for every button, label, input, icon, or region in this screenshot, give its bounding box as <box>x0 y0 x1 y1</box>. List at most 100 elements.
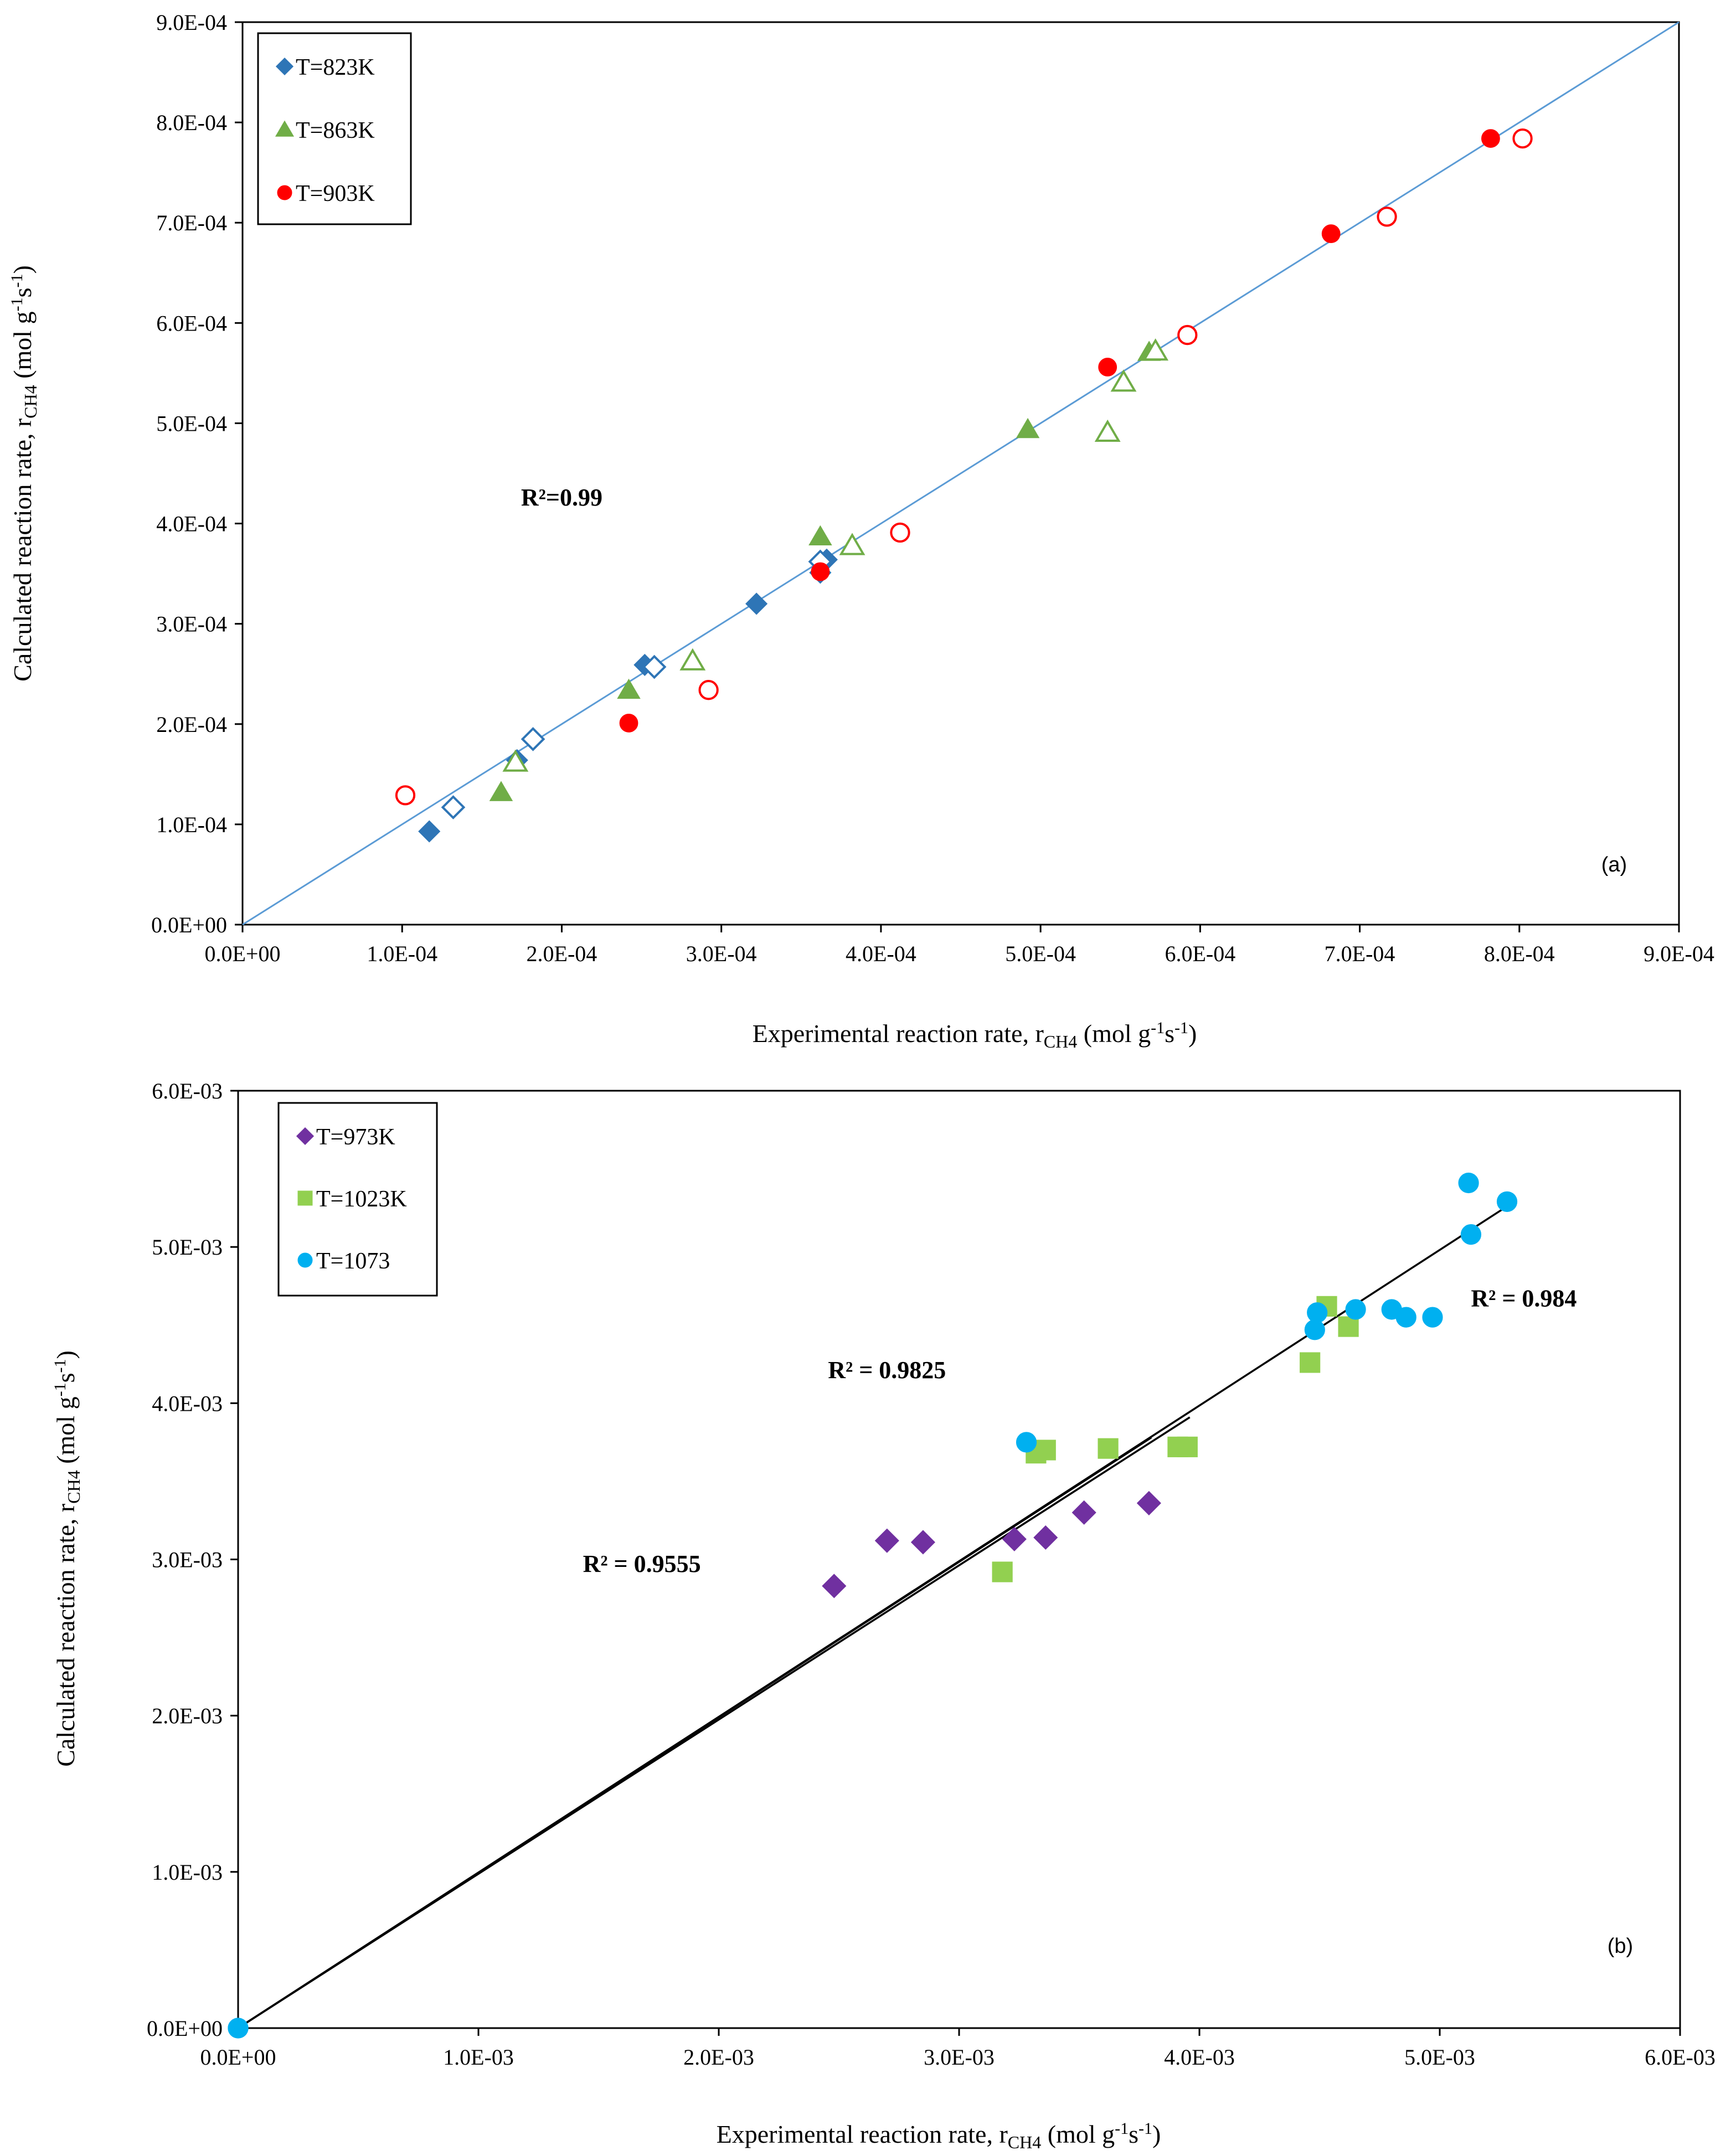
data-point <box>698 680 719 700</box>
axis-label-unit: s <box>8 288 37 298</box>
data-point <box>418 820 441 843</box>
data-point <box>1481 129 1500 148</box>
axis-label-main: Experimental reaction rate, r <box>717 2120 1008 2148</box>
data-point <box>1395 1307 1416 1328</box>
chart-panel-b: 0.0E+00 1.0E-03 2.0E-03 3.0E-03 4.0E-03 5.0E-… <box>51 1079 1716 2152</box>
data-point <box>1094 419 1121 442</box>
y-tick-label: 6.0E-04 <box>156 311 227 336</box>
x-tick-label: 2.0E-04 <box>527 941 597 966</box>
x-tick-label: 1.0E-03 <box>443 2045 514 2070</box>
legend-marker <box>275 120 295 137</box>
axis-label-unit: (mol g <box>1077 1019 1151 1048</box>
trend-line <box>238 1202 1513 2029</box>
data-point <box>1345 1299 1366 1320</box>
data-point <box>619 714 638 733</box>
axis-label-unit: s <box>1129 2120 1139 2148</box>
legend-marker <box>297 1252 313 1268</box>
r-squared-annotation: R²=0.99 <box>521 484 602 511</box>
axis-label-superscript: -1 <box>1115 2119 1129 2138</box>
axis-label-unit: (mol g <box>51 1396 80 1470</box>
axis-label-superscript: -1 <box>1139 2119 1152 2138</box>
data-point <box>992 1561 1013 1582</box>
data-point <box>910 1530 935 1555</box>
data-point <box>1098 358 1117 376</box>
x-tick-label: 6.0E-03 <box>1645 2045 1716 2070</box>
data-point <box>822 1574 847 1598</box>
data-point <box>228 2018 249 2039</box>
x-axis-title: Experimental reaction rate, rCH4 (mol g -… <box>753 1019 1197 1051</box>
axis-label-unit: (mol g <box>8 311 37 385</box>
x-axis-title: Experimental reaction rate, rCH4 (mol g-… <box>717 2119 1161 2152</box>
axis-label-superscript: -1 <box>8 297 26 311</box>
x-tick-label: 1.0E-04 <box>367 941 437 966</box>
r-squared-annotation: R² = 0.984 <box>1471 1285 1577 1312</box>
y-tick-label: 5.0E-03 <box>152 1235 223 1260</box>
y-axis-title: Calculated reaction rate, rCH4 (mol g-1s… <box>8 265 40 682</box>
legend-label: T=973K <box>316 1125 395 1150</box>
data-point <box>1307 1302 1328 1323</box>
data-point <box>617 678 641 699</box>
y-tick-label: 4.0E-03 <box>152 1391 223 1416</box>
y-tick-label: 3.0E-03 <box>152 1548 223 1572</box>
axis-label-unit: s <box>51 1373 80 1383</box>
axis-label-main: Calculated reaction rate, r <box>8 419 37 682</box>
axis-label-superscript: -1 <box>51 1359 69 1373</box>
data-point <box>1142 338 1169 361</box>
y-tick-label: 1.0E-04 <box>156 812 227 837</box>
x-tick-label: 7.0E-04 <box>1325 941 1395 966</box>
axis-label-superscript: -1 <box>51 1383 69 1396</box>
data-point <box>1177 324 1198 345</box>
legend: T=973K T=1023K T=1073 <box>277 1102 438 1297</box>
axis-label-main: Calculated reaction rate, r <box>51 1504 80 1767</box>
r-squared-annotation: R² = 0.9555 <box>583 1550 701 1577</box>
legend-label: T=823K <box>296 55 375 80</box>
series-4 <box>619 129 1500 733</box>
x-tick-label: 3.0E-04 <box>686 941 757 966</box>
data-point <box>839 533 866 555</box>
axis-label-main: Experimental reaction rate, r <box>753 1019 1044 1048</box>
data-point <box>1300 1352 1321 1373</box>
x-tick-label: 4.0E-04 <box>846 941 916 966</box>
data-point <box>1177 1436 1198 1457</box>
panel-label: (b) <box>1608 1935 1633 1958</box>
y-tick-label: 4.0E-04 <box>156 512 227 537</box>
data-point <box>1377 207 1397 227</box>
series-3 <box>228 2018 249 2039</box>
y-tick-label: 6.0E-03 <box>152 1079 223 1103</box>
legend-label: T=863K <box>296 118 375 143</box>
axis-label-subscript: CH4 <box>1008 2132 1041 2152</box>
y-tick-label: 0.0E+00 <box>147 2016 223 2041</box>
axis-label-subscript: CH4 <box>20 385 40 418</box>
data-point <box>1321 224 1341 244</box>
data-point <box>1098 1438 1119 1459</box>
x-tick-label: 3.0E-03 <box>924 2045 995 2070</box>
r-squared-annotation: R² = 0.9825 <box>828 1356 946 1384</box>
y-tick-label: 0.0E+00 <box>151 912 227 937</box>
legend-marker <box>275 57 294 76</box>
panel-label: (a) <box>1601 853 1627 876</box>
axis-label-unit: ) <box>1188 1019 1197 1048</box>
data-point <box>1072 1500 1096 1525</box>
legend-label: T=1023K <box>316 1187 407 1212</box>
x-tick-label: 9.0E-04 <box>1644 941 1714 966</box>
series-5 <box>395 128 1533 806</box>
legend: T=823K T=863K T=903K <box>257 32 412 225</box>
legend-label: T=1073 <box>316 1249 390 1274</box>
data-point <box>395 785 416 806</box>
data-point <box>441 795 466 819</box>
plot-area <box>241 21 1680 926</box>
axis-label-superscript: -1 <box>1174 1019 1188 1037</box>
axis-label-subscript: CH4 <box>1044 1031 1077 1051</box>
data-point <box>502 749 529 772</box>
axis-label-unit: s <box>1165 1019 1174 1048</box>
axis-label-unit: ) <box>1152 2120 1161 2148</box>
axis-label-unit: ) <box>51 1350 80 1359</box>
series-2 <box>1016 1172 1518 1453</box>
data-point <box>1016 1432 1037 1453</box>
data-point <box>642 654 667 679</box>
axis-label-superscript: -1 <box>8 274 26 288</box>
trend-line <box>242 21 1680 926</box>
data-point <box>679 648 706 670</box>
data-point <box>489 781 513 801</box>
